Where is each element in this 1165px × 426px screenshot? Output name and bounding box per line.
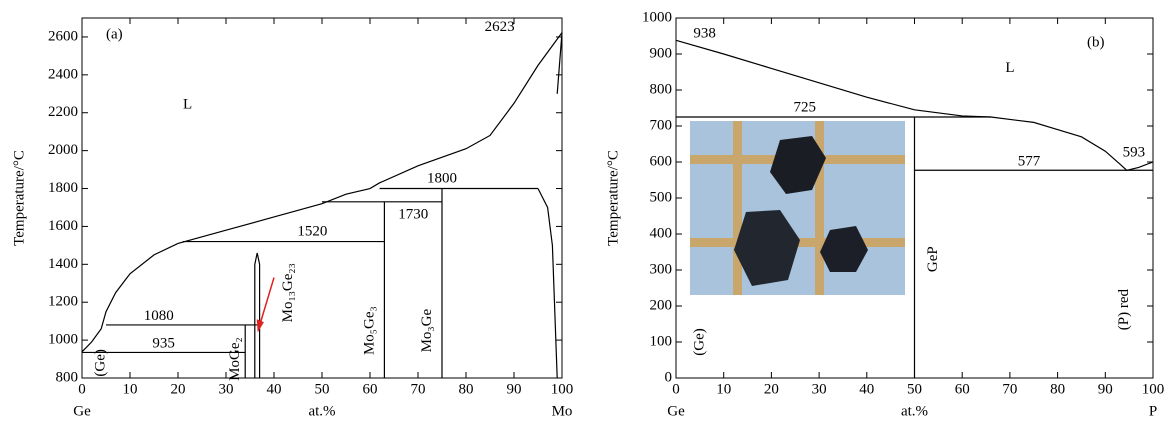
x-tick-label: 80	[459, 381, 474, 397]
annotation: Mo₁₃Ge₂₃	[280, 263, 296, 322]
y-tick-label: 600	[650, 153, 673, 169]
x-tick-label: 50	[907, 381, 922, 397]
annotation: (Ge)	[93, 349, 109, 376]
y-tick-label: 2600	[48, 28, 78, 44]
y-tick-label: 800	[56, 369, 79, 385]
x-tick-label: 40	[859, 381, 874, 397]
y-tick-label: 200	[650, 297, 673, 313]
annotation: Mo₃Ge	[419, 309, 435, 353]
x-tick-label: 10	[123, 381, 138, 397]
x-end-label: P	[1149, 403, 1157, 419]
annotation: 1520	[297, 224, 327, 240]
x-tick-label: 100	[1142, 381, 1165, 397]
y-tick-label: 1600	[48, 218, 78, 234]
x-tick-label: 70	[1002, 381, 1017, 397]
y-tick-label: 1400	[48, 256, 78, 272]
y-tick-label: 1000	[48, 332, 78, 348]
figure: 8001000120014001600180020002200240026000…	[0, 0, 1165, 426]
phase-boundary	[538, 189, 557, 378]
phase-boundary	[82, 33, 562, 352]
y-tick-label: 900	[650, 45, 673, 61]
annotation: GeP	[925, 246, 941, 272]
y-axis-label: Temperature/°C	[605, 150, 621, 246]
phase-boundary	[255, 253, 260, 378]
x-end-label: Ge	[73, 403, 91, 419]
y-tick-label: 800	[650, 81, 673, 97]
y-tick-label: 500	[650, 189, 673, 205]
annotation: MoGe₂	[227, 337, 243, 381]
x-end-label: Mo	[552, 403, 573, 419]
y-tick-label: 1800	[48, 180, 78, 196]
x-tick-label: 60	[955, 381, 970, 397]
x-tick-label: 20	[171, 381, 186, 397]
y-tick-label: 1000	[642, 9, 672, 25]
y-tick-label: 2000	[48, 142, 78, 158]
inset-photo	[690, 121, 905, 295]
annotation: 593	[1123, 144, 1146, 160]
x-tick-label: 90	[1098, 381, 1113, 397]
x-tick-label: 90	[507, 381, 522, 397]
y-axis-label: Temperature/°C	[11, 150, 27, 246]
annotation: Mo₅Ge₃	[361, 306, 377, 355]
y-tick-label: 1200	[48, 294, 78, 310]
x-tick-label: 0	[672, 381, 680, 397]
annotation: L	[1005, 60, 1014, 76]
x-tick-label: 0	[78, 381, 86, 397]
annotation: (P) red	[1116, 288, 1132, 330]
phase-boundary	[557, 33, 562, 94]
plot-frame	[82, 18, 562, 378]
x-tick-label: 30	[812, 381, 827, 397]
x-tick-label: 80	[1050, 381, 1065, 397]
annotation: 1800	[427, 170, 457, 186]
x-tick-label: 30	[219, 381, 234, 397]
x-tick-label: 40	[267, 381, 282, 397]
y-tick-label: 0	[665, 369, 673, 385]
x-axis-label: at.%	[901, 403, 928, 419]
arrow-head	[257, 319, 264, 332]
x-tick-label: 20	[764, 381, 779, 397]
annotation: 1080	[144, 308, 174, 324]
annotation: 1730	[398, 206, 428, 222]
annotation: (a)	[106, 26, 123, 42]
y-tick-label: 300	[650, 261, 673, 277]
x-tick-label: 70	[411, 381, 426, 397]
y-tick-label: 100	[650, 333, 673, 349]
x-end-label: Ge	[667, 403, 685, 419]
annotation: 935	[152, 335, 175, 351]
x-tick-label: 60	[363, 381, 378, 397]
y-tick-label: 2400	[48, 66, 78, 82]
annotation: 938	[693, 26, 716, 42]
annotation: (Ge)	[691, 328, 707, 355]
y-tick-label: 2200	[48, 104, 78, 120]
annotation: 725	[794, 99, 817, 115]
annotation: L	[183, 97, 192, 113]
x-tick-label: 10	[716, 381, 731, 397]
x-axis-label: at.%	[308, 403, 335, 419]
annotation: 577	[1018, 153, 1041, 169]
x-tick-label: 100	[551, 381, 574, 397]
x-tick-label: 50	[315, 381, 330, 397]
y-tick-label: 700	[650, 117, 673, 133]
annotation: 2623	[485, 19, 515, 35]
annotation: (b)	[1087, 35, 1105, 51]
y-tick-label: 400	[650, 225, 673, 241]
